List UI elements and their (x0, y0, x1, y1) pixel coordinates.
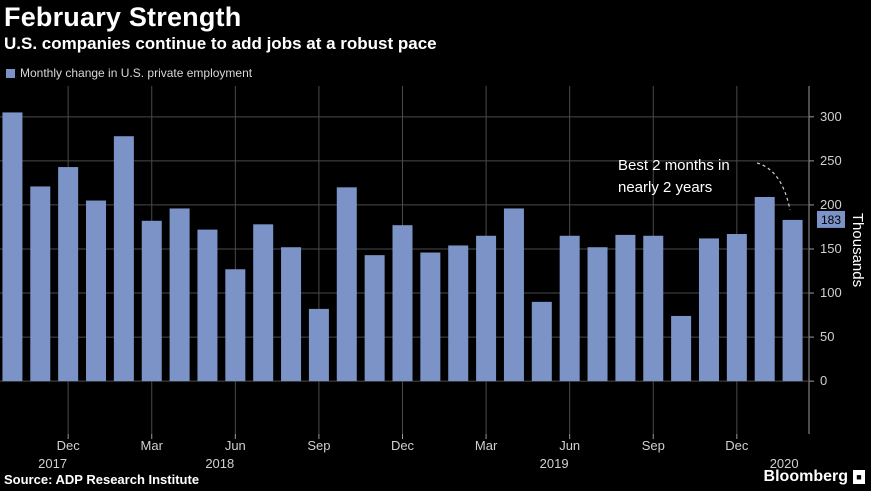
y-axis-title: Thousands (849, 213, 866, 287)
bar-2019-12 (726, 234, 747, 382)
brand: Bloomberg ■ (764, 468, 865, 486)
bloomberg-logo-icon: ■ (853, 470, 865, 484)
x-tick-label: Sep (307, 438, 330, 453)
brand-label: Bloomberg (763, 468, 848, 485)
x-tick-label: Mar (475, 438, 498, 453)
legend: Monthly change in U.S. private employmen… (6, 66, 252, 80)
bar-2018-07 (253, 224, 274, 382)
x-tick-label: Dec (725, 438, 749, 453)
y-tick-label: 200 (820, 197, 842, 212)
source-note: Source: ADP Research Institute (4, 472, 200, 487)
x-year-label: 2017 (38, 456, 67, 471)
bar-2019-05 (531, 301, 552, 382)
bar-2017-11 (30, 186, 51, 382)
bar-2019-04 (503, 208, 524, 382)
annotation-text: nearly 2 years (618, 179, 712, 196)
y-tick-label: 300 (820, 109, 842, 124)
x-year-label: 2019 (540, 456, 569, 471)
bar-2017-12 (58, 167, 79, 382)
bar-2018-04 (169, 208, 190, 382)
bar-2018-01 (86, 200, 107, 382)
bar-2018-08 (281, 247, 302, 382)
x-year-label: 2018 (205, 456, 234, 471)
legend-label: Monthly change in U.S. private employmen… (20, 66, 253, 80)
legend-swatch (6, 68, 15, 78)
bar-2019-03 (476, 235, 497, 382)
bar-2018-03 (141, 220, 162, 382)
bar-2020-02 (782, 219, 803, 382)
y-tick-label: 250 (820, 153, 842, 168)
x-tick-label: Dec (391, 438, 415, 453)
bar-2019-06 (559, 235, 580, 382)
bar-2019-02 (448, 245, 469, 382)
bar-2017-10 (2, 112, 23, 382)
bar-2018-06 (225, 269, 246, 382)
chart-title: February Strength (4, 2, 242, 32)
bar-2018-11 (364, 255, 385, 382)
bar-2019-01 (420, 252, 441, 382)
bar-2018-10 (336, 187, 357, 382)
annotation-text: Best 2 months in (618, 157, 730, 174)
x-tick-label: Jun (559, 438, 580, 453)
chart-subtitle: U.S. companies continue to add jobs at a… (4, 34, 437, 53)
y-tick-label: 0 (820, 373, 827, 388)
x-tick-label: Jun (225, 438, 246, 453)
x-tick-label: Sep (642, 438, 665, 453)
y-tick-label: 150 (820, 241, 842, 256)
x-year-label: 2020 (770, 456, 799, 471)
bar-2018-12 (392, 225, 413, 382)
last-value-badge (817, 210, 845, 228)
bar-2018-05 (197, 229, 218, 382)
y-tick-label: 100 (820, 285, 842, 300)
bar-2019-08 (615, 234, 636, 382)
bar-2020-01 (754, 197, 775, 382)
bar-2018-02 (113, 136, 134, 382)
bar-2018-09 (308, 308, 329, 382)
bar-2019-07 (587, 247, 608, 382)
y-tick-label: 50 (820, 329, 834, 344)
x-tick-label: Dec (57, 438, 81, 453)
bar-2019-11 (698, 238, 719, 382)
annotation-connector (756, 162, 791, 211)
last-value-label: 183 (821, 213, 841, 227)
bar-2019-09 (643, 235, 664, 382)
x-tick-label: Mar (141, 438, 164, 453)
bar-2019-10 (671, 315, 692, 382)
